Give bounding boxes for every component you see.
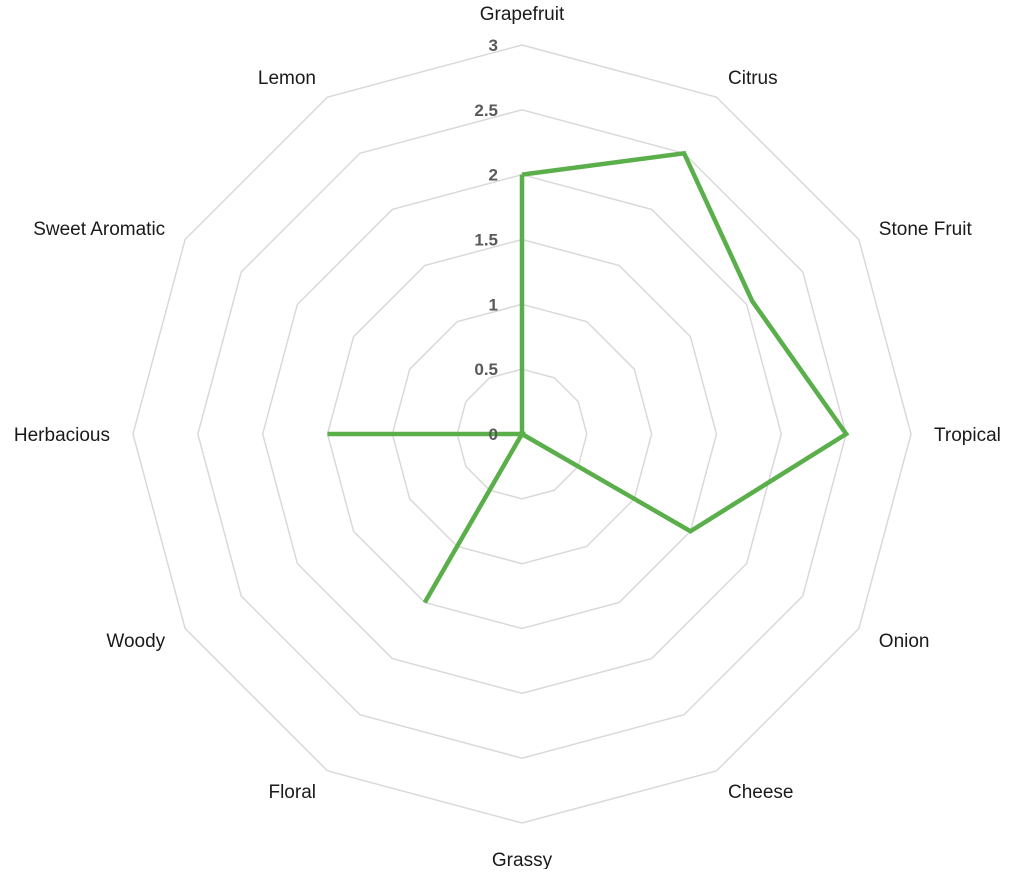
grid-ring-2 xyxy=(391,303,653,565)
tick-label-6: 3 xyxy=(489,36,498,55)
grid-ring-6 xyxy=(132,44,912,824)
tick-label-layer: 0 0.5 1 1.5 2 2.5 3 xyxy=(474,36,498,444)
tick-label-0: 0 xyxy=(489,425,498,444)
category-label-grassy: Grassy xyxy=(492,850,553,869)
category-label-herbacious: Herbacious xyxy=(14,425,110,446)
category-label-floral: Floral xyxy=(268,782,316,803)
tick-label-4: 2 xyxy=(489,166,498,185)
category-label-tropical: Tropical xyxy=(934,425,1001,446)
category-label-grapefruit: Grapefruit xyxy=(480,4,565,25)
series-layer xyxy=(327,150,850,604)
category-label-onion: Onion xyxy=(879,631,930,652)
grid-ring-3 xyxy=(326,238,718,630)
tick-label-5: 2.5 xyxy=(474,101,498,120)
grid-layer xyxy=(132,44,912,824)
grid-ring-1 xyxy=(456,368,588,500)
category-label-sweet-aromatic: Sweet Aromatic xyxy=(33,219,165,240)
category-label-citrus: Citrus xyxy=(728,68,778,89)
grid-ring-4 xyxy=(261,173,783,695)
category-label-lemon: Lemon xyxy=(258,68,316,89)
category-label-stone-fruit: Stone Fruit xyxy=(879,219,973,240)
tick-label-3: 1.5 xyxy=(474,231,498,250)
tick-label-2: 1 xyxy=(489,295,498,314)
category-label-woody: Woody xyxy=(106,631,165,652)
category-label-layer: Grapefruit Citrus Stone Fruit Tropical Onion… xyxy=(14,4,1001,871)
tick-label-1: 0.5 xyxy=(474,360,498,379)
grid-ring-5 xyxy=(197,109,847,759)
series-line-0 xyxy=(327,150,850,604)
category-label-cheese: Cheese xyxy=(728,782,794,803)
